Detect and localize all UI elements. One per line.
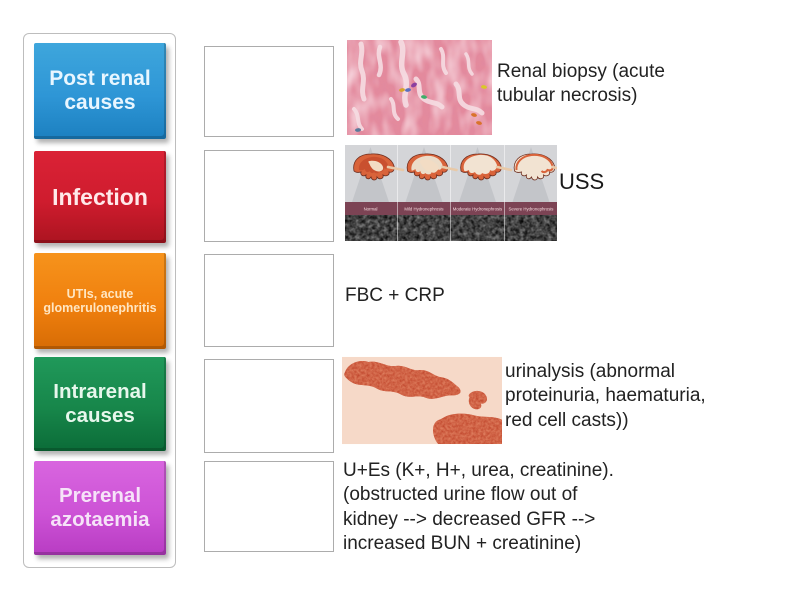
- svg-text:Mild Hydronephrosis: Mild Hydronephrosis: [404, 207, 443, 212]
- svg-text:Normal: Normal: [364, 207, 378, 212]
- svg-text:Moderate Hydronephrosis: Moderate Hydronephrosis: [453, 207, 502, 212]
- svg-text:Severe Hydronephrosis: Severe Hydronephrosis: [509, 207, 554, 212]
